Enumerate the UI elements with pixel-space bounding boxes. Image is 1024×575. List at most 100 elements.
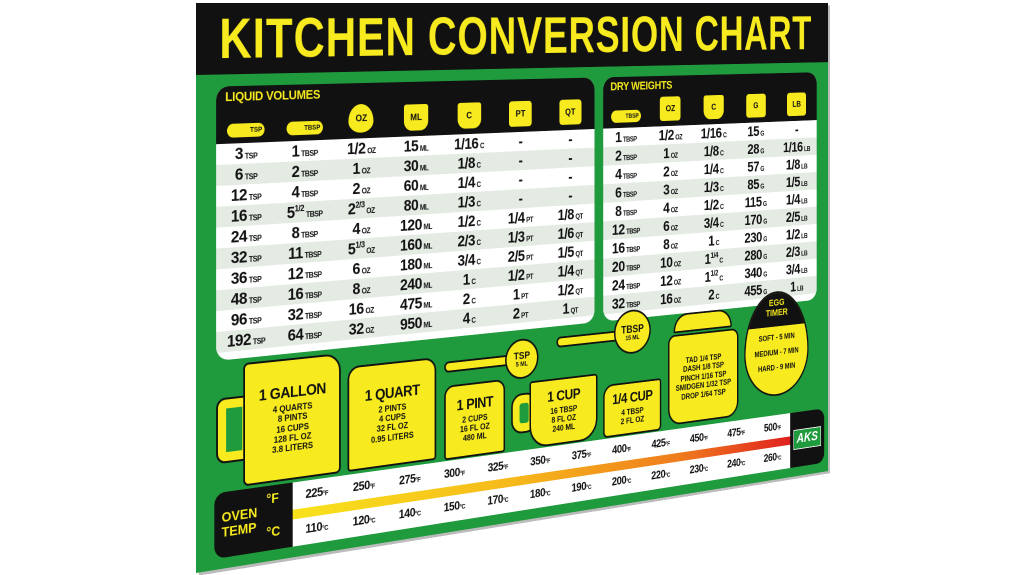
egg-medium: MEDIUM - 7 MIN — [754, 345, 799, 360]
table-cell: - — [495, 131, 546, 151]
cell-value: - — [568, 186, 573, 204]
cell-unit: C — [476, 218, 481, 228]
cell-unit: TSP — [244, 171, 258, 182]
cell-unit: PT — [521, 310, 529, 320]
temp-celsius: 200°C — [611, 472, 632, 489]
cell-value: 16 — [660, 289, 673, 308]
pint-carton-icon: PT — [509, 100, 532, 127]
cell-value: 4 — [462, 308, 470, 328]
teaspoon-icon: TSP — [227, 122, 265, 138]
cell-value: 1/4 — [457, 172, 475, 192]
cell-value: 115 — [744, 193, 762, 211]
temp-fahrenheit: 425°F — [651, 435, 670, 451]
cell-value: 1/2 — [703, 195, 719, 214]
egg-title-2: TIMER — [765, 306, 788, 320]
egg-hard: HARD - 9 MIN — [758, 360, 796, 374]
cell-unit: TSP — [248, 295, 262, 305]
cell-unit: G — [762, 199, 767, 208]
cell-value: 32 — [348, 318, 364, 339]
table-cell: - — [495, 150, 546, 171]
cell-value: 1/2 — [658, 126, 674, 144]
cell-value: 8 — [352, 279, 361, 298]
cell-value: 16 — [348, 298, 364, 319]
table-cell: - — [776, 120, 816, 138]
cell-value: 4 — [615, 165, 622, 183]
cell-value: 160 — [400, 234, 422, 255]
weight-icon: OZ — [660, 96, 681, 122]
temp-celsius: 170°C — [487, 491, 509, 508]
cell-value: 1/2 — [346, 138, 366, 158]
cell-unit: OZ — [675, 132, 683, 141]
cell-unit: C — [720, 184, 724, 193]
cell-unit: G — [763, 217, 768, 226]
conversion-chart-poster: KITCHEN CONVERSION CHART LIQUID VOLUMES … — [196, 3, 828, 573]
quart-carton: 1 QUART 2 PINTS 4 CUPS 32 FL OZ 0.95 LITERS — [347, 357, 437, 472]
cell-unit: G — [760, 129, 765, 138]
cell-value: 1/5 — [785, 173, 800, 191]
teaspoon-handle — [444, 354, 513, 374]
temp-unit: °C — [459, 503, 466, 512]
cell-value: 32 — [230, 246, 248, 267]
cell-unit: OZ — [361, 166, 371, 176]
thermometer-c-icon: °C — [266, 522, 281, 541]
cell-value: 3/4 — [457, 250, 475, 270]
cell-value: 1/3 — [457, 192, 475, 211]
temp-unit: °C — [322, 524, 329, 533]
cell-unit: G — [763, 252, 768, 261]
scale-icon: G — [745, 93, 766, 118]
cell-unit: OZ — [365, 325, 374, 335]
cell-unit: G — [760, 164, 765, 173]
cell-value: - — [568, 167, 573, 186]
temp-unit: °F — [776, 425, 781, 432]
temp-unit: °F — [586, 452, 591, 460]
cell-unit: TSP — [248, 315, 262, 326]
teaspoon-icon: TSP 5 ML — [505, 337, 539, 381]
cell-unit: ML — [423, 319, 433, 330]
table-cell: - — [546, 129, 595, 149]
cell-fraction: 1/2 — [710, 267, 718, 278]
table-cell: 2C — [692, 284, 735, 305]
cell-unit: QT — [575, 211, 583, 221]
cell-value: 15 — [403, 136, 419, 156]
table-cell: 1/3C — [692, 177, 735, 197]
cell-unit: LB — [801, 162, 808, 170]
header-cell: C — [443, 100, 495, 129]
quarter-cup: 1/4 CUP 4 TBSP 2 FL OZ — [603, 378, 662, 439]
temp-fahrenheit: 225°F — [305, 484, 329, 502]
cell-value: 96 — [230, 309, 248, 330]
cell-value: 1 — [291, 141, 300, 161]
cell-value: 2 — [615, 146, 622, 164]
cell-value: 1 — [562, 299, 570, 318]
temp-fahrenheit: 450°F — [689, 430, 708, 446]
cell-value: - — [518, 189, 523, 208]
cell-value: 36 — [230, 267, 248, 288]
cell-value: 1/8 — [703, 142, 719, 160]
tablespoon-icon: TBSP — [286, 120, 323, 136]
header-cell: OZ — [648, 96, 692, 122]
cell-unit: OZ — [673, 259, 681, 269]
cell-value: 4 — [352, 218, 361, 238]
cell-unit: TSP — [244, 150, 258, 161]
temp-unit: °C — [502, 497, 509, 505]
temp-fahrenheit: 250°F — [352, 477, 375, 495]
table-cell: - — [546, 148, 595, 168]
cell-value: 2 — [352, 178, 361, 198]
table-cell: 1OZ — [648, 144, 692, 163]
temp-fahrenheit: 375°F — [571, 446, 591, 463]
temp-unit: °F — [626, 446, 631, 454]
cell-unit: C — [471, 315, 476, 325]
table-cell: 1/4C — [692, 159, 735, 178]
temp-fahrenheit: 325°F — [487, 458, 508, 475]
temp-unit: °C — [369, 517, 376, 526]
cell-value: 85 — [747, 175, 760, 193]
cell-value: 2/5 — [507, 246, 525, 266]
cell-value: - — [518, 132, 523, 150]
temp-celsius: 180°C — [529, 485, 551, 502]
cell-value: 24 — [611, 275, 625, 294]
cell-unit: QT — [570, 305, 579, 315]
cell-value: 240 — [400, 273, 422, 294]
cell-value: 475 — [400, 293, 422, 314]
cell-value: 6 — [352, 259, 361, 278]
cell-value: 1/6 — [557, 224, 574, 243]
